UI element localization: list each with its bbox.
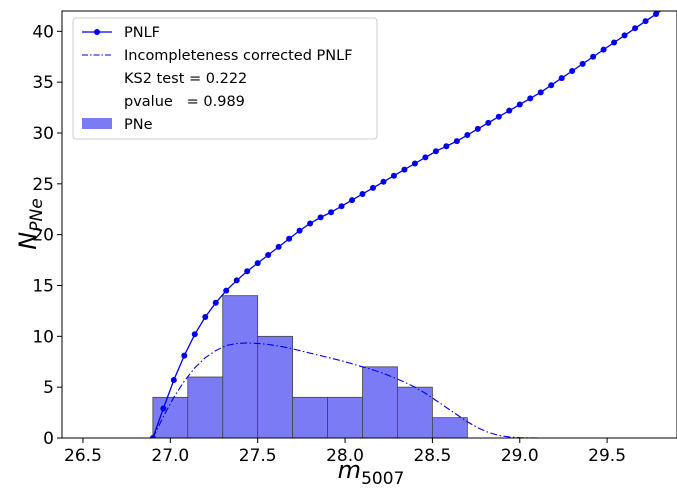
x-axis-title-sub: 5007 xyxy=(361,469,404,488)
pnlf-point xyxy=(170,377,177,384)
y-tick-label: 20 xyxy=(32,226,54,246)
pnlf-point xyxy=(349,197,356,204)
pnlf-point xyxy=(296,227,303,234)
pnlf-point xyxy=(548,82,555,89)
pnlf-point xyxy=(338,203,345,210)
x-tick-label: 29.0 xyxy=(501,446,539,466)
pnlf-point xyxy=(464,132,471,139)
pnlf-point xyxy=(212,299,219,306)
legend-entry-corrected: Incompleteness corrected PNLF xyxy=(82,48,353,64)
y-tick-label: 40 xyxy=(32,22,54,42)
pnlf-point xyxy=(485,119,492,126)
legend-entry-pne: PNe xyxy=(82,117,153,133)
histogram-bar xyxy=(292,396,328,439)
histogram-bar xyxy=(222,295,259,439)
pnlf-point xyxy=(443,143,450,150)
pnlf-point xyxy=(537,89,544,96)
x-tick-label: 29.5 xyxy=(588,446,626,466)
pnlf-point xyxy=(422,154,429,161)
pnlf-point xyxy=(160,405,167,412)
histogram-bar xyxy=(431,417,468,439)
pnlf-point xyxy=(558,75,565,82)
legend-swatch-pne xyxy=(82,118,112,129)
legend-label-pnlf: PNLF xyxy=(124,25,160,41)
x-tick-label: 26.5 xyxy=(64,446,102,466)
pnlf-point xyxy=(359,191,366,197)
y-axis-title-sub: PNe xyxy=(27,198,47,231)
y-tick-label: 25 xyxy=(32,175,54,195)
pnlf-point xyxy=(390,172,397,179)
pnlf-point xyxy=(495,113,502,120)
x-tick-label: 27.0 xyxy=(151,446,189,466)
pnlf-point xyxy=(474,125,481,132)
pnlf-point xyxy=(453,138,460,145)
histogram-bar xyxy=(187,376,224,439)
pnlf-point xyxy=(265,252,272,258)
plot-frame xyxy=(61,10,677,439)
pnlf-point xyxy=(202,314,209,321)
pnlf-point xyxy=(254,260,261,267)
histogram-bar xyxy=(362,366,398,439)
y-tick-label: 15 xyxy=(32,277,54,297)
y-tick-label: 0 xyxy=(43,429,54,449)
y-axis-title-main: N xyxy=(14,232,42,250)
pnlf-point xyxy=(664,4,670,10)
pnlf-point xyxy=(401,166,408,173)
x-axis-title-main: m xyxy=(338,456,361,484)
x-tick-label: 27.5 xyxy=(239,446,277,466)
x-axis: 26.5 27.0 27.5 28.0 28.5 29.0 29.5 xyxy=(64,438,626,466)
pnlf-point xyxy=(328,209,335,216)
pnlf-point xyxy=(653,11,660,18)
histogram-bar xyxy=(327,396,363,439)
pnlf-point xyxy=(275,243,282,250)
y-tick-label: 10 xyxy=(32,327,54,347)
pnlf-point xyxy=(432,148,439,155)
pnlf-point xyxy=(579,60,586,67)
pnlf-point xyxy=(506,107,513,114)
y-tick-label: 30 xyxy=(32,124,54,144)
pnlf-point xyxy=(527,95,534,102)
pnlf-point xyxy=(223,287,230,294)
pnlf-point xyxy=(181,352,188,359)
pnlf-point xyxy=(317,214,324,221)
pnlf-point xyxy=(244,268,251,275)
pnlf-point xyxy=(307,220,314,227)
series-lines xyxy=(149,4,677,438)
x-tick-label: 28.5 xyxy=(413,446,451,466)
pnlf-point xyxy=(411,160,418,167)
pnlf-point xyxy=(286,235,293,242)
y-axis-title: NPNe xyxy=(14,198,47,249)
pnlf-point xyxy=(632,25,639,32)
pnlf-point xyxy=(569,67,576,74)
y-axis: 0 5 10 15 20 25 30 35 40 xyxy=(32,22,62,449)
legend-label-ks2: KS2 test = 0.222 xyxy=(124,71,247,87)
y-tick-label: 5 xyxy=(43,378,54,398)
legend-marker-pnlf xyxy=(94,29,100,35)
x-axis-title: m5007 xyxy=(338,456,405,488)
pnlf-point xyxy=(611,39,618,46)
legend: PNLF Incompleteness corrected PNLF KS2 t… xyxy=(72,17,378,140)
legend-label-pvalue: pvalue = 0.989 xyxy=(124,94,245,110)
legend-box xyxy=(72,17,378,140)
histogram-bar xyxy=(152,396,189,439)
pnlf-point xyxy=(380,178,387,185)
legend-entry-pnlf: PNLF xyxy=(82,25,160,41)
pnlf-point xyxy=(621,32,628,39)
histogram-bars xyxy=(152,295,468,439)
pnlf-point xyxy=(642,18,649,25)
legend-label-pne: PNe xyxy=(124,117,153,133)
series-line-corrected xyxy=(152,342,677,438)
pnlf-point xyxy=(233,277,240,284)
y-tick-label: 35 xyxy=(32,73,54,93)
pnlf-point xyxy=(516,101,523,108)
pnlf-point xyxy=(369,184,376,191)
legend-label-corrected: Incompleteness corrected PNLF xyxy=(124,48,353,64)
x-tick-label: 28.0 xyxy=(326,446,364,466)
pnlf-point xyxy=(191,331,198,338)
pnlf-point xyxy=(590,53,597,60)
pnlf-point xyxy=(600,46,607,53)
histogram-bar xyxy=(397,386,433,439)
histogram-bar xyxy=(257,335,294,439)
